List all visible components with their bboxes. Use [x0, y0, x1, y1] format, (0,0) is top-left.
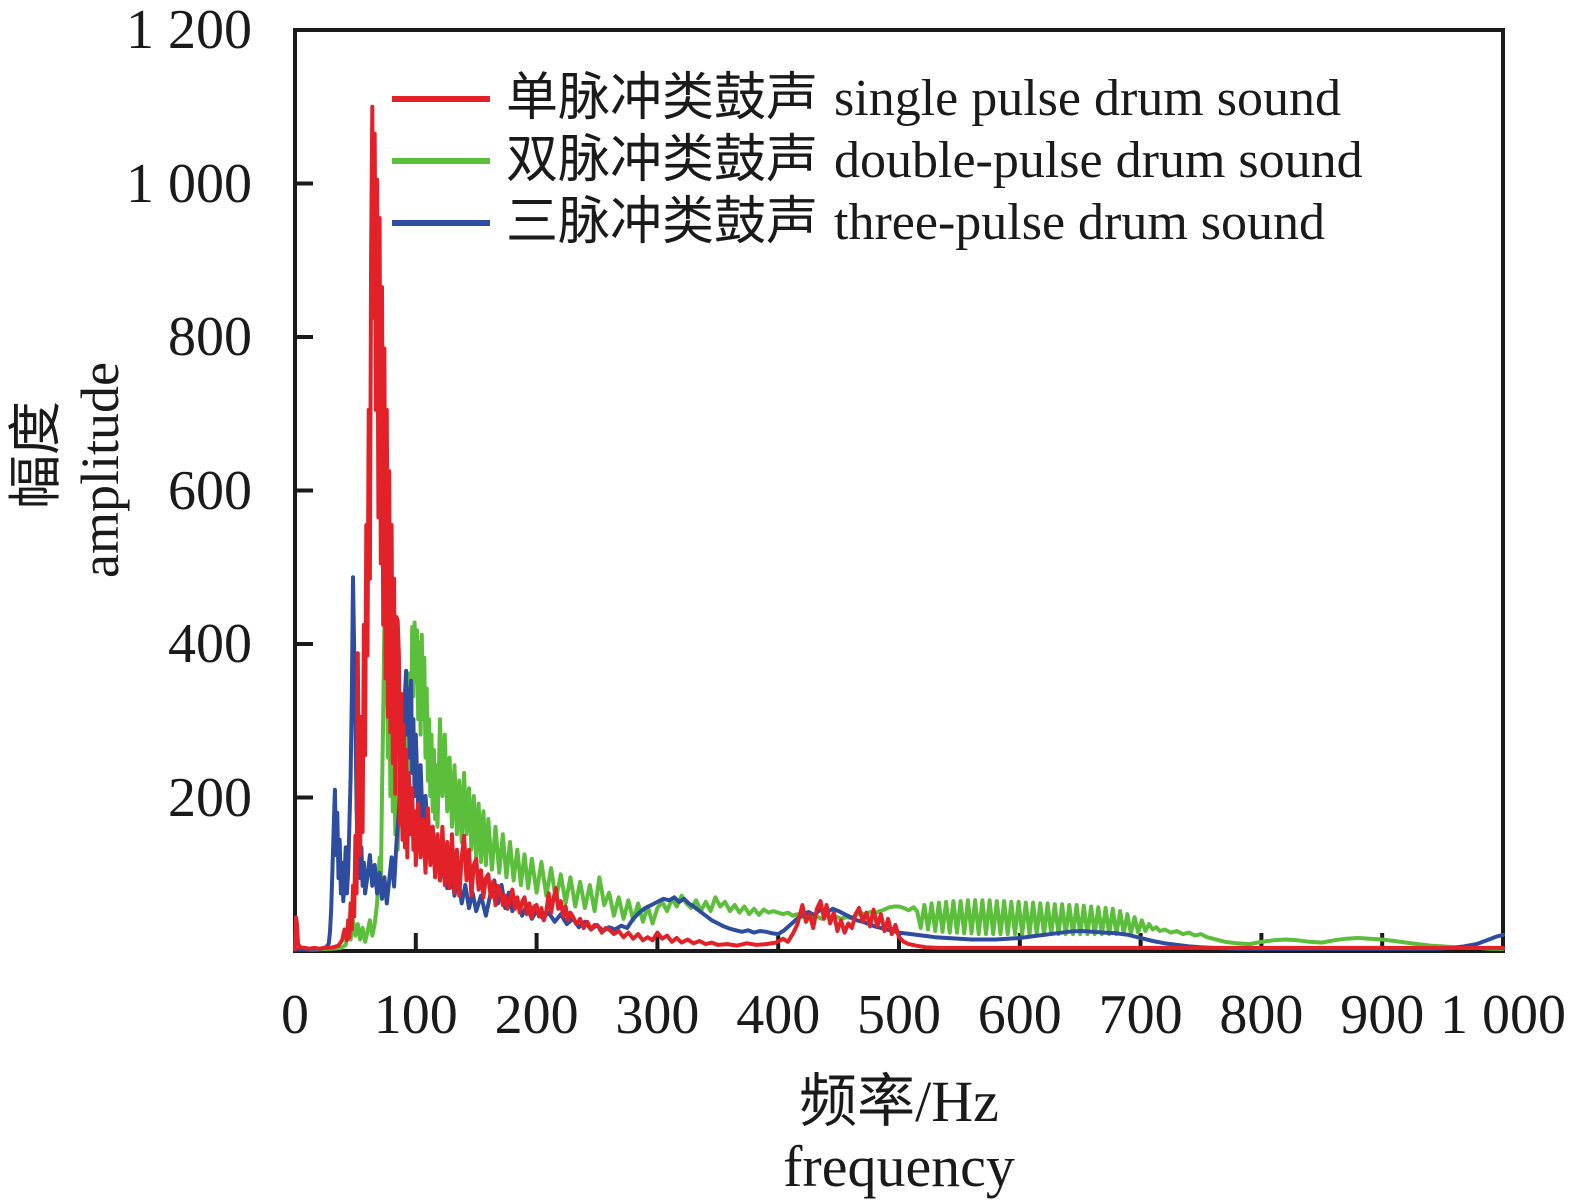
series-三脉冲类鼓声-three-pulse-drum-sound — [293, 575, 1505, 952]
y-tick-label: 400 — [168, 613, 252, 675]
y-tick-label: 200 — [168, 766, 252, 829]
legend-line-green — [392, 158, 490, 164]
legend-item-three-pulse: 三脉冲类鼓声 three-pulse drum sound — [392, 197, 1325, 249]
x-tick-label: 500 — [857, 984, 941, 1046]
y-tick-label: 1 200 — [126, 0, 252, 61]
x-tick-label: 100 — [373, 984, 458, 1046]
x-tick-label: 0 — [281, 984, 309, 1046]
x-axis-title-en: frequency — [783, 1134, 1015, 1199]
y-tick-label: 800 — [168, 306, 252, 368]
x-tick-label: 600 — [977, 984, 1062, 1046]
x-tick-label: 400 — [736, 984, 821, 1046]
x-tick-label: 300 — [615, 984, 700, 1046]
legend-label: 三脉冲类鼓声 three-pulse drum sound — [506, 197, 1325, 249]
legend-label: 双脉冲类鼓声 double-pulse drum sound — [506, 135, 1363, 187]
legend-item-double-pulse: 双脉冲类鼓声 double-pulse drum sound — [392, 135, 1363, 187]
legend-item-single-pulse: 单脉冲类鼓声 single pulse drum sound — [392, 73, 1341, 125]
x-tick-label: 800 — [1219, 984, 1304, 1046]
y-axis-title-cn: 幅度 — [6, 401, 66, 509]
legend-label-cn: 三脉冲类鼓声 — [506, 194, 819, 251]
plot-border — [293, 28, 1505, 953]
legend-label: 单脉冲类鼓声 single pulse drum sound — [506, 73, 1341, 125]
legend-line-red — [392, 96, 490, 102]
series-双脉冲类鼓声-double-pulse-drum-sound — [293, 619, 1505, 952]
x-tick-label: 700 — [1098, 984, 1183, 1046]
y-tick-label: 1 000 — [126, 152, 252, 215]
legend-line-blue — [392, 220, 490, 226]
x-tick-label: 1 000 — [1440, 984, 1566, 1046]
legend-label-en: double-pulse drum sound — [834, 132, 1363, 189]
legend-label-cn: 双脉冲类鼓声 — [506, 132, 819, 189]
x-tick-label: 900 — [1340, 984, 1425, 1046]
x-axis-title-cn: 频率/Hz — [799, 1069, 999, 1134]
legend-label-en: single pulse drum sound — [834, 70, 1341, 127]
y-tick-label: 600 — [168, 459, 252, 522]
legend-label-cn: 单脉冲类鼓声 — [506, 70, 819, 127]
y-axis-title-en: amplitude — [70, 362, 130, 578]
series-单脉冲类鼓声-single-pulse-drum-sound — [293, 104, 1505, 952]
x-tick-label: 200 — [494, 984, 579, 1046]
legend-label-en: three-pulse drum sound — [834, 194, 1326, 251]
